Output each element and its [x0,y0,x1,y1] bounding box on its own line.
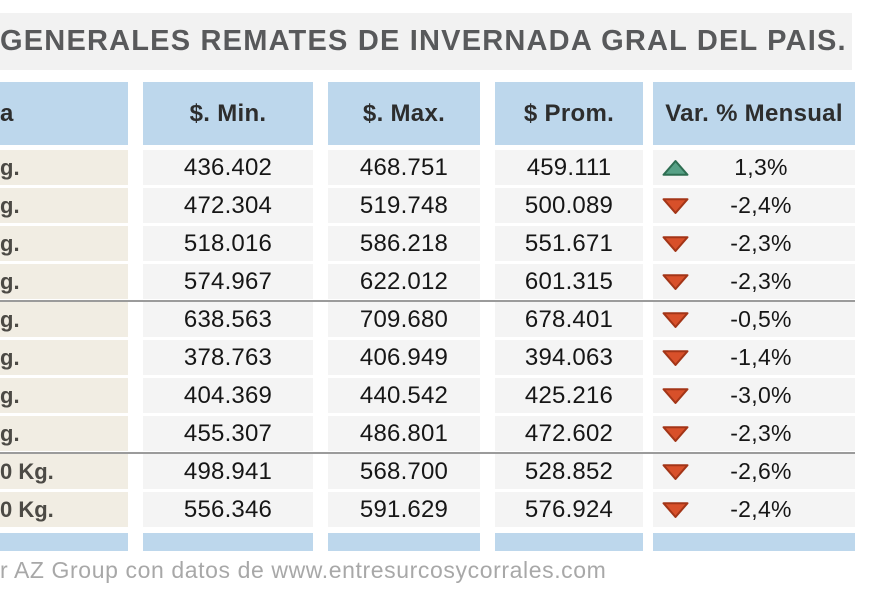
trend-down-icon [662,311,689,328]
variation-value: -2,3% [730,420,792,446]
trend-up-icon [662,159,689,176]
monthly-variation-cell: -2,4% [653,188,855,223]
variation-value: -2,3% [730,268,792,294]
table-row: g. 472.304 519.748 500.089 -2,4% [0,188,855,223]
table-row: 0 Kg. 498.941 568.700 528.852 -2,6% [0,454,855,489]
column-header-max: $. Max. [328,82,480,145]
footer-band-cell [653,533,855,551]
category-cell: g. [0,150,128,185]
page-title-bar: GENERALES REMATES DE INVERNADA GRAL DEL … [0,13,852,70]
source-note: r AZ Group con datos de www.entresurcosy… [0,557,607,583]
table-header-row: a $. Min. $. Max. $ Prom. Var. % Mensual [0,82,855,145]
max-price-cell: 486.801 [328,416,480,451]
max-price-cell: 406.949 [328,340,480,375]
min-price-cell: 472.304 [143,188,313,223]
group-divider [0,451,855,454]
category-cell: g. [0,416,128,451]
variation-value: -2,6% [730,458,792,484]
trend-down-icon [662,197,689,214]
min-price-cell: 455.307 [143,416,313,451]
variation-value: -2,4% [730,192,792,218]
monthly-variation-cell: -2,4% [653,492,855,527]
max-price-cell: 622.012 [328,264,480,299]
table-row: g. 574.967 622.012 601.315 -2,3% [0,264,855,299]
group-divider [0,299,855,302]
trend-down-icon [662,387,689,404]
monthly-variation-cell: -2,3% [653,264,855,299]
min-price-cell: 638.563 [143,302,313,337]
monthly-variation-cell: -2,3% [653,416,855,451]
min-price-cell: 556.346 [143,492,313,527]
min-price-cell: 378.763 [143,340,313,375]
table-footer-band [0,533,855,551]
page-title: GENERALES REMATES DE INVERNADA GRAL DEL … [0,25,847,57]
trend-down-icon [662,463,689,480]
avg-price-cell: 551.671 [495,226,643,261]
footer-band-cell [495,533,643,551]
max-price-cell: 519.748 [328,188,480,223]
category-cell: g. [0,378,128,413]
category-cell: 0 Kg. [0,454,128,489]
monthly-variation-cell: -2,6% [653,454,855,489]
min-price-cell: 404.369 [143,378,313,413]
table-row: g. 436.402 468.751 459.111 1,3% [0,150,855,185]
max-price-cell: 440.542 [328,378,480,413]
avg-price-cell: 576.924 [495,492,643,527]
table-body: g. 436.402 468.751 459.111 1,3% g. 472.304 519.… [0,150,870,527]
column-header-prom: $ Prom. [495,82,643,145]
price-table-infographic: GENERALES REMATES DE INVERNADA GRAL DEL … [0,13,870,593]
table-row: g. 404.369 440.542 425.216 -3,0% [0,378,855,413]
variation-value: -0,5% [730,306,792,332]
table-row: g. 638.563 709.680 678.401 -0,5% [0,302,855,337]
variation-value: -3,0% [730,382,792,408]
min-price-cell: 574.967 [143,264,313,299]
avg-price-cell: 425.216 [495,378,643,413]
trend-down-icon [662,235,689,252]
avg-price-cell: 528.852 [495,454,643,489]
trend-down-icon [662,425,689,442]
avg-price-cell: 601.315 [495,264,643,299]
table-row: 0 Kg. 556.346 591.629 576.924 -2,4% [0,492,855,527]
table-row: g. 518.016 586.218 551.671 -2,3% [0,226,855,261]
variation-value: -2,3% [730,230,792,256]
monthly-variation-cell: -2,3% [653,226,855,261]
min-price-cell: 518.016 [143,226,313,261]
trend-down-icon [662,349,689,366]
category-cell: g. [0,226,128,261]
avg-price-cell: 500.089 [495,188,643,223]
avg-price-cell: 472.602 [495,416,643,451]
footer-band-cell [0,533,128,551]
table-row: g. 378.763 406.949 394.063 -1,4% [0,340,855,375]
max-price-cell: 586.218 [328,226,480,261]
trend-down-icon [662,501,689,518]
table-row: g. 455.307 486.801 472.602 -2,3% [0,416,855,451]
category-cell: g. [0,340,128,375]
category-cell: g. [0,188,128,223]
avg-price-cell: 394.063 [495,340,643,375]
max-price-cell: 568.700 [328,454,480,489]
monthly-variation-cell: -0,5% [653,302,855,337]
min-price-cell: 436.402 [143,150,313,185]
monthly-variation-cell: -3,0% [653,378,855,413]
trend-down-icon [662,273,689,290]
variation-value: 1,3% [734,154,788,180]
monthly-variation-cell: -1,4% [653,340,855,375]
column-header-categoria: a [0,82,128,145]
category-cell: g. [0,302,128,337]
monthly-variation-cell: 1,3% [653,150,855,185]
column-header-min: $. Min. [143,82,313,145]
category-cell: 0 Kg. [0,492,128,527]
footer-band-cell [328,533,480,551]
footer-band-cell [143,533,313,551]
avg-price-cell: 459.111 [495,150,643,185]
max-price-cell: 468.751 [328,150,480,185]
category-cell: g. [0,264,128,299]
column-header-var-mensual: Var. % Mensual [653,82,855,145]
min-price-cell: 498.941 [143,454,313,489]
max-price-cell: 591.629 [328,492,480,527]
avg-price-cell: 678.401 [495,302,643,337]
variation-value: -2,4% [730,496,792,522]
max-price-cell: 709.680 [328,302,480,337]
variation-value: -1,4% [730,344,792,370]
